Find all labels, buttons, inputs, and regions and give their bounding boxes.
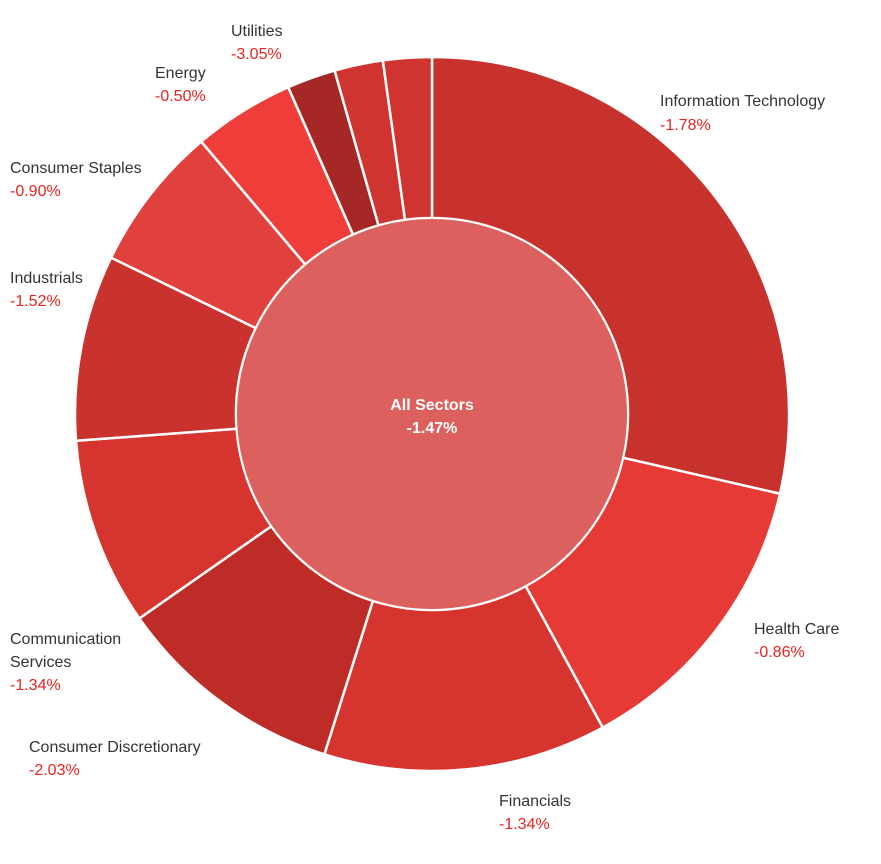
label-name: Utilities bbox=[231, 23, 283, 40]
slice-label-communication-services: Communication Services -1.34% bbox=[10, 631, 121, 694]
slice-label-consumer-discretionary: Consumer Discretionary -2.03% bbox=[29, 739, 201, 779]
label-change: -1.34% bbox=[499, 816, 550, 833]
center-change: -1.47% bbox=[407, 420, 458, 437]
label-name: Information Technology bbox=[660, 93, 825, 110]
label-change: -2.03% bbox=[29, 762, 80, 779]
label-name: Consumer Discretionary bbox=[29, 739, 201, 756]
label-change: -0.50% bbox=[155, 88, 206, 105]
slice-label-utilities: Utilities -3.05% bbox=[231, 23, 283, 63]
slice-label-energy: Energy -0.50% bbox=[155, 65, 206, 105]
donut-slices bbox=[73, 55, 791, 773]
label-name: Industrials bbox=[10, 270, 83, 287]
label-name: Consumer Staples bbox=[10, 160, 142, 177]
slice-label-consumer-staples: Consumer Staples -0.90% bbox=[10, 160, 142, 200]
center-circle[interactable] bbox=[235, 217, 629, 611]
slice-label-health-care: Health Care -0.86% bbox=[754, 621, 839, 661]
label-change: -0.86% bbox=[754, 644, 805, 661]
label-change: -1.52% bbox=[10, 293, 61, 310]
label-change: -1.78% bbox=[660, 117, 711, 134]
label-name: Health Care bbox=[754, 621, 839, 638]
label-name: Financials bbox=[499, 793, 571, 810]
center-label: All Sectors bbox=[390, 397, 474, 414]
slice-label-industrials: Industrials -1.52% bbox=[10, 270, 83, 310]
label-change: -1.34% bbox=[10, 677, 61, 694]
label-name: Energy bbox=[155, 65, 206, 82]
label-name-line2: Services bbox=[10, 654, 71, 671]
label-change: -3.05% bbox=[231, 46, 282, 63]
slice-label-information-technology: Information Technology -1.78% bbox=[660, 93, 825, 134]
slice-label-financials: Financials -1.34% bbox=[499, 793, 571, 833]
label-name: Communication bbox=[10, 631, 121, 648]
label-change: -0.90% bbox=[10, 183, 61, 200]
